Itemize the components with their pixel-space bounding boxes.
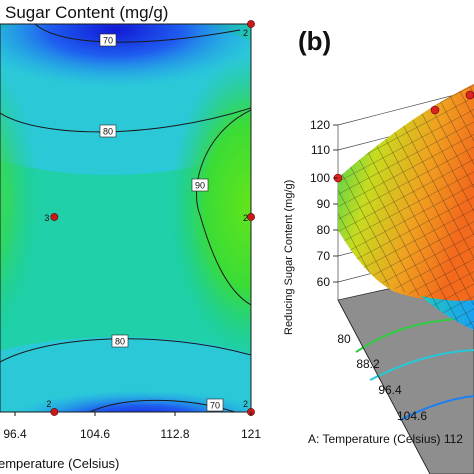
contour-line-80-bottom [0, 338, 251, 363]
region-top-blue [0, 24, 251, 88]
floor-contour-blue [399, 395, 474, 421]
contour-label-box [111, 334, 129, 348]
contour-label: 80 [115, 337, 125, 347]
surface-z-tick-label: 70 [317, 249, 331, 263]
surface-x-tick-label: 104.6 [397, 409, 427, 423]
surface-design-point [430, 105, 440, 115]
surface-design-point [465, 90, 474, 100]
contour-x-tick-label: 104.6 [80, 427, 110, 441]
contour-line-90 [196, 109, 251, 306]
design-point-count: 2 [243, 399, 248, 409]
contour-x-tick-label: 121 [241, 427, 261, 441]
region-right-green [170, 55, 251, 355]
surface-x-tick-label: 96.4 [378, 383, 402, 397]
contour-label: 70 [210, 401, 220, 411]
surface-x-tick-label: 80 [337, 332, 351, 346]
surface-z-tick-label: 120 [310, 118, 330, 132]
surface-zlabel: Reducing Sugar Content (mg/g) [283, 180, 295, 335]
floor-contour-cyan [369, 349, 474, 381]
contour-label-box [99, 33, 117, 47]
surface-z-ticks: 120 110 100 90 80 70 60 [310, 118, 338, 289]
panel-label-b: (b) [298, 26, 331, 56]
contour-xlabel: emperature (Celsius) [0, 456, 119, 471]
design-point [247, 20, 255, 28]
surface-z-tick-label: 80 [317, 223, 331, 237]
region-bottom-blue [13, 390, 251, 412]
design-point [50, 213, 59, 221]
contour-panel: 70 80 90 80 70 2 3 2 2 2 Sugar Content (mg/g) 96… [0, 3, 261, 471]
surface-x-ticks: 80 88.2 96.4 104.6 [337, 299, 431, 474]
region-left-green [0, 64, 40, 336]
contour-label-box [99, 124, 117, 138]
contour-label: 70 [103, 36, 113, 46]
surface-z-tick-label: 110 [311, 143, 330, 157]
contour-label: 80 [103, 127, 113, 137]
contour-label-box [191, 178, 209, 192]
design-point-count: 2 [243, 28, 248, 38]
surface-z-tick-label: 100 [310, 171, 330, 185]
design-point [247, 213, 255, 221]
surface-z-tick-label: 60 [317, 275, 331, 289]
contour-title: Sugar Content (mg/g) [5, 3, 168, 22]
surface-x-tick-label: 88.2 [356, 357, 380, 371]
contour-label-box [206, 398, 224, 412]
surface-x-axis-line [337, 299, 431, 474]
contour-x-tick-label: 96.4 [3, 427, 27, 441]
design-point [50, 408, 59, 416]
surface-mesh [338, 84, 474, 330]
design-point-count: 2 [46, 399, 51, 409]
contour-label: 90 [195, 181, 205, 191]
design-point-count: 2 [243, 213, 248, 223]
contour-labels: 70 80 90 80 70 [99, 33, 224, 412]
contour-x-tick-label: 112.8 [160, 427, 189, 441]
design-points: 2 3 2 2 2 [44, 20, 255, 416]
contour-x-ticks: 96.4 104.6 112.8 121 [3, 412, 261, 441]
surface-z-tick-label: 90 [317, 197, 331, 211]
surface-xlabel: A: Temperature (Celsius) 112 [308, 432, 463, 446]
design-point-count: 3 [44, 213, 49, 223]
